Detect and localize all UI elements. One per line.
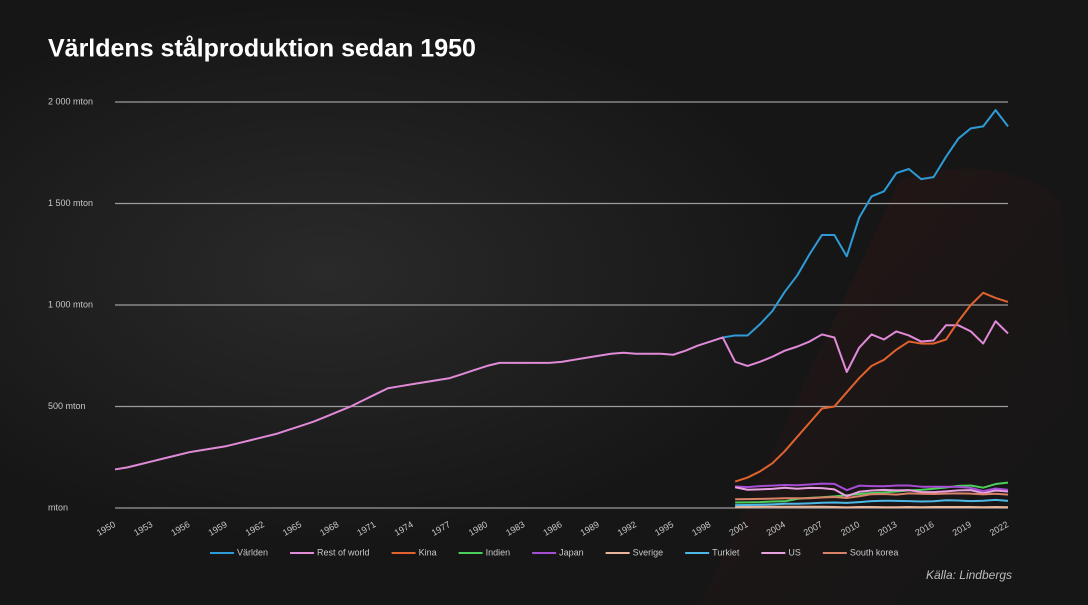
line-series: [734, 291, 1009, 483]
y-tick-label: 1 000 mton: [48, 299, 93, 309]
y-tick-label: 2 000 mton: [48, 96, 93, 106]
y-tick-label: mton: [48, 502, 68, 512]
legend-label: Indien: [486, 547, 511, 557]
line-series: [735, 492, 1009, 501]
line-series: [735, 498, 1009, 507]
y-tick-label: 1 500 mton: [48, 198, 93, 208]
line-series: [735, 481, 1009, 504]
background-shape: [700, 168, 1088, 605]
line-series: [734, 486, 1009, 498]
legend-label: US: [788, 547, 801, 557]
legend-label: Kina: [419, 547, 437, 557]
legend-label: Världen: [237, 547, 268, 557]
legend-label: Japan: [559, 547, 584, 557]
line-series: [735, 505, 1009, 509]
source: Källa: Lindbergs: [926, 568, 1012, 582]
legend-label: Rest of world: [317, 547, 370, 557]
line-series: [735, 482, 1009, 493]
line-series: [114, 320, 1009, 471]
legend-label: Turkiet: [712, 547, 740, 557]
legend-label: South korea: [850, 547, 899, 557]
legend-label: Sverige: [633, 547, 664, 557]
y-tick-label: 500 mton: [48, 401, 86, 411]
line-series: [722, 109, 1009, 339]
chart-title: Världens stålproduktion sedan 1950: [48, 35, 476, 63]
